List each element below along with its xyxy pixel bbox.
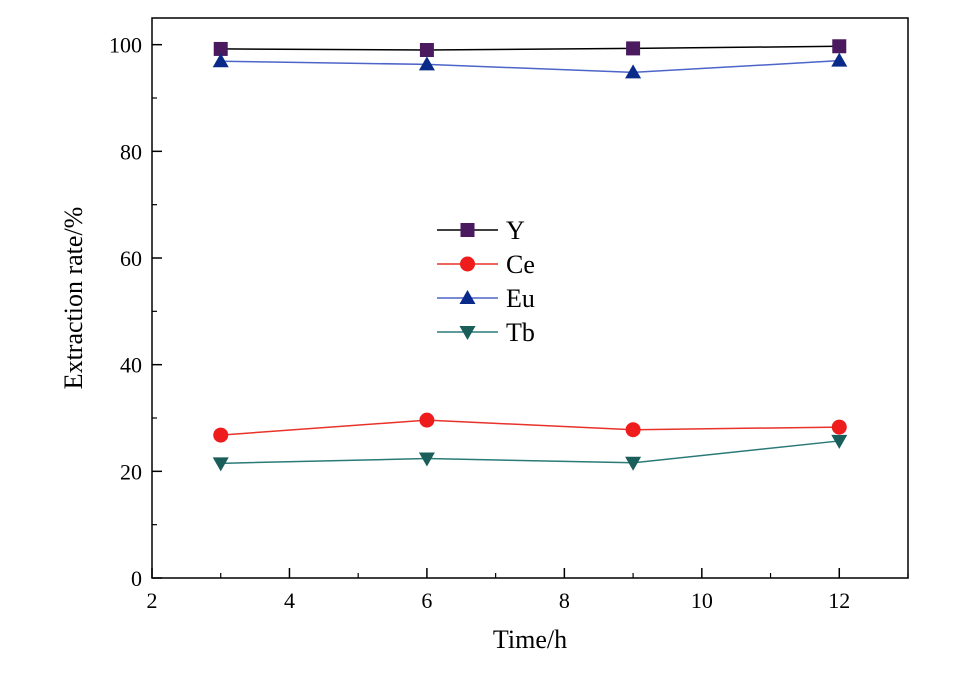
legend-label-eu: Eu (506, 284, 535, 313)
data-point-eu (625, 64, 642, 79)
y-axis-label: Extraction rate/% (59, 207, 88, 390)
legend: Y Ce Eu Tb (437, 216, 535, 347)
x-tick-label: 8 (559, 588, 570, 613)
data-point-y (626, 41, 641, 56)
data-point-ce (831, 419, 847, 435)
y-tick-label: 0 (131, 566, 142, 591)
y-tick-label: 60 (120, 246, 142, 271)
series-lines (220, 45, 840, 465)
data-point-y (419, 43, 434, 57)
x-tick-label: 6 (421, 588, 432, 613)
data-point-ce (213, 427, 229, 443)
y-tick-label: 100 (109, 33, 142, 58)
series-line-tb (220, 440, 840, 465)
legend-label-tb: Tb (506, 318, 535, 347)
x-tick-label: 4 (284, 588, 295, 613)
legend-marker-y (460, 223, 475, 237)
axis-ticks (151, 43, 909, 579)
data-point-eu (418, 56, 435, 71)
data-point-tb (831, 434, 848, 449)
legend-marker-tb (459, 326, 476, 340)
data-point-eu (831, 52, 848, 67)
data-point-ce (625, 422, 641, 438)
data-point-y (213, 41, 228, 56)
x-tick-label: 10 (691, 588, 713, 613)
plot-frame (151, 17, 909, 579)
y-tick-label: 20 (120, 459, 142, 484)
legend-marker-eu (459, 290, 476, 304)
x-tick-label: 2 (147, 588, 158, 613)
series-line-ce (220, 419, 840, 436)
data-point-tb (212, 457, 229, 472)
series-line-y (220, 45, 840, 51)
data-point-tb (625, 456, 642, 471)
data-point-eu (212, 53, 229, 68)
data-point-y (832, 39, 847, 54)
legend-marker-ce (460, 256, 475, 272)
legend-label-ce: Ce (506, 250, 535, 279)
tick-labels: 2 4 6 8 10 12 0 20 40 60 80 100 (109, 33, 850, 613)
series-line-eu (220, 59, 840, 74)
series-markers (212, 39, 848, 472)
y-tick-label: 80 (120, 139, 142, 164)
y-tick-label: 40 (120, 353, 142, 378)
x-tick-label: 12 (828, 588, 850, 613)
data-point-ce (419, 412, 435, 428)
legend-label-y: Y (506, 216, 525, 245)
data-point-tb (418, 452, 435, 467)
x-axis-label: Time/h (493, 625, 567, 654)
